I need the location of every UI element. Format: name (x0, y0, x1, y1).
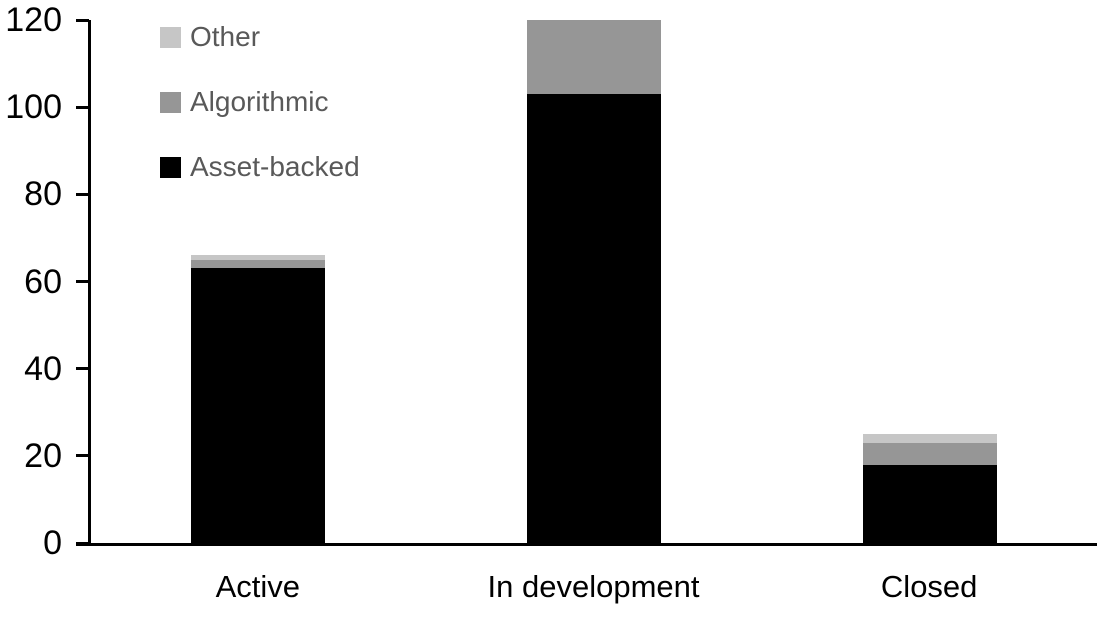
legend-label-other: Other (190, 21, 261, 52)
y-axis-line (88, 20, 91, 546)
y-axis-tick (76, 105, 89, 109)
legend-swatch-other (160, 26, 181, 48)
bar-segment-active-algorithmic (191, 259, 325, 269)
y-axis-tick (76, 192, 89, 196)
bar-segment-active-other (191, 255, 325, 260)
legend-item-asset-backed: Asset-backed (160, 151, 360, 182)
legend-label-algorithmic: Algorithmic (190, 86, 329, 117)
x-axis-line (76, 543, 1097, 546)
y-axis-tick-label: 120 (5, 1, 62, 39)
legend-item-other: Other (160, 21, 360, 52)
y-axis-tick-label: 40 (24, 349, 62, 388)
legend-swatch-asset-backed (160, 156, 181, 178)
bar-segment-closed-asset-backed (863, 464, 997, 543)
legend-item-algorithmic: Algorithmic (160, 86, 360, 117)
y-axis-tick (76, 367, 89, 371)
legend: Other Algorithmic Asset-backed (160, 21, 360, 221)
bar-segment-closed-algorithmic (863, 442, 997, 465)
legend-swatch-algorithmic (160, 91, 181, 113)
y-axis-tick-label: 0 (43, 524, 62, 562)
x-axis-category-label-in-development: In development (487, 569, 700, 604)
bar-segment-in-development-asset-backed (527, 94, 661, 543)
x-axis-category-label-closed: Closed (880, 569, 978, 604)
legend-label-asset-backed: Asset-backed (190, 151, 360, 182)
y-axis-tick-label: 20 (24, 436, 62, 475)
y-axis-tick (76, 454, 89, 458)
y-axis-tick (76, 541, 89, 545)
y-axis-tick-label: 100 (5, 88, 62, 127)
bar-segment-in-development-algorithmic (527, 20, 661, 95)
y-axis-tick-label: 80 (24, 175, 62, 214)
y-axis-tick-label: 60 (24, 262, 62, 301)
x-axis-category-label-active: Active (215, 569, 301, 604)
bar-segment-active-asset-backed (191, 268, 325, 543)
x-axis-labels: Active In development Closed (90, 570, 1097, 604)
y-axis-tick (76, 18, 89, 22)
bar-segment-closed-other (863, 434, 997, 443)
y-axis-tick (76, 280, 89, 283)
